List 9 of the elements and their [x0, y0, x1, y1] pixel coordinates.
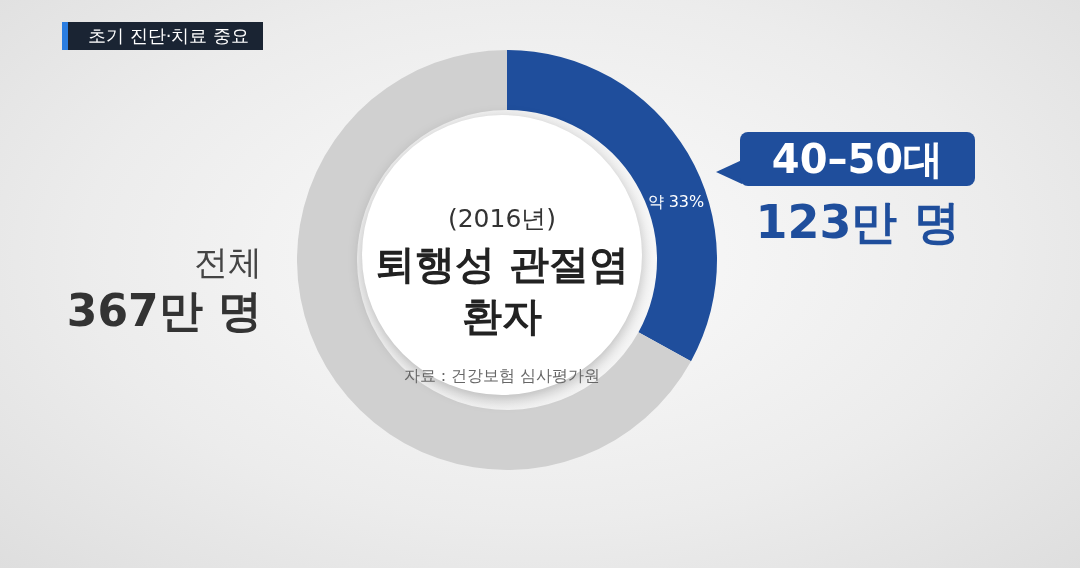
text: 자료 : 건강보험 심사평가원 [402, 366, 602, 387]
text: 초기 진단·치료 중요 [62, 22, 264, 50]
text: 퇴행성 관절염 환자 [374, 240, 630, 341]
data-label: 약 33% [647, 191, 705, 211]
text: (2016년) [446, 203, 558, 235]
text: 123만 명 [754, 194, 961, 251]
slice-label: 40–50대 [740, 132, 975, 186]
text: 367만 명 [66, 284, 262, 338]
text: 전체 [194, 241, 262, 284]
